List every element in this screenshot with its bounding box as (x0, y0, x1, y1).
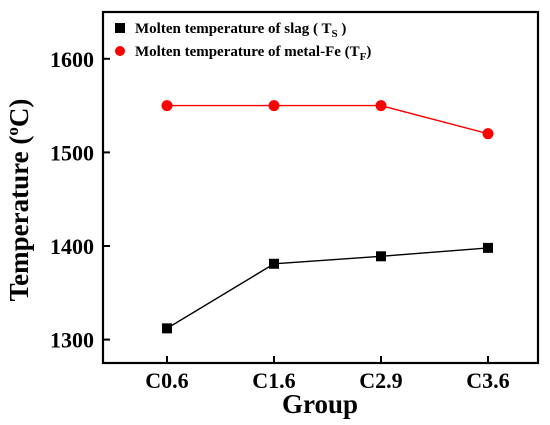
series-line-1 (167, 104, 489, 135)
x-axis: C0.6 C1.6 C2.9 C3.6 (145, 356, 510, 393)
legend: Molten temperature of slag ( TS ) Molten… (115, 21, 371, 63)
y-tick-label: 1600 (50, 47, 94, 72)
data-point (375, 100, 387, 112)
legend-label-metal-fe: Molten temperature of metal-Fe (TF) (135, 44, 371, 63)
x-tick-label: C1.6 (252, 368, 295, 393)
legend-label-slag: Molten temperature of slag ( TS ) (135, 21, 346, 40)
data-point (161, 100, 173, 112)
data-point (269, 258, 279, 269)
data-point (268, 100, 280, 112)
y-axis: 1300 1400 1500 1600 (50, 47, 110, 353)
data-point (483, 242, 493, 253)
series-layer (161, 100, 494, 334)
data-point (162, 323, 172, 334)
x-tick-label: C0.6 (145, 368, 188, 393)
x-axis-title: Group (282, 389, 358, 419)
legend-marker-slag (115, 23, 125, 33)
legend-marker-metal-fe (115, 46, 125, 56)
y-tick-label: 1300 (50, 328, 94, 353)
series-line-0 (166, 247, 489, 329)
y-tick-label: 1500 (50, 140, 94, 165)
data-point (376, 251, 386, 262)
y-tick-label: 1400 (50, 234, 94, 259)
x-tick-label: C2.9 (359, 368, 402, 393)
x-tick-label: C3.6 (466, 368, 509, 393)
y-axis-title: Temperature (oC) (3, 99, 34, 302)
plot-frame (101, 10, 540, 365)
data-point (482, 128, 494, 140)
